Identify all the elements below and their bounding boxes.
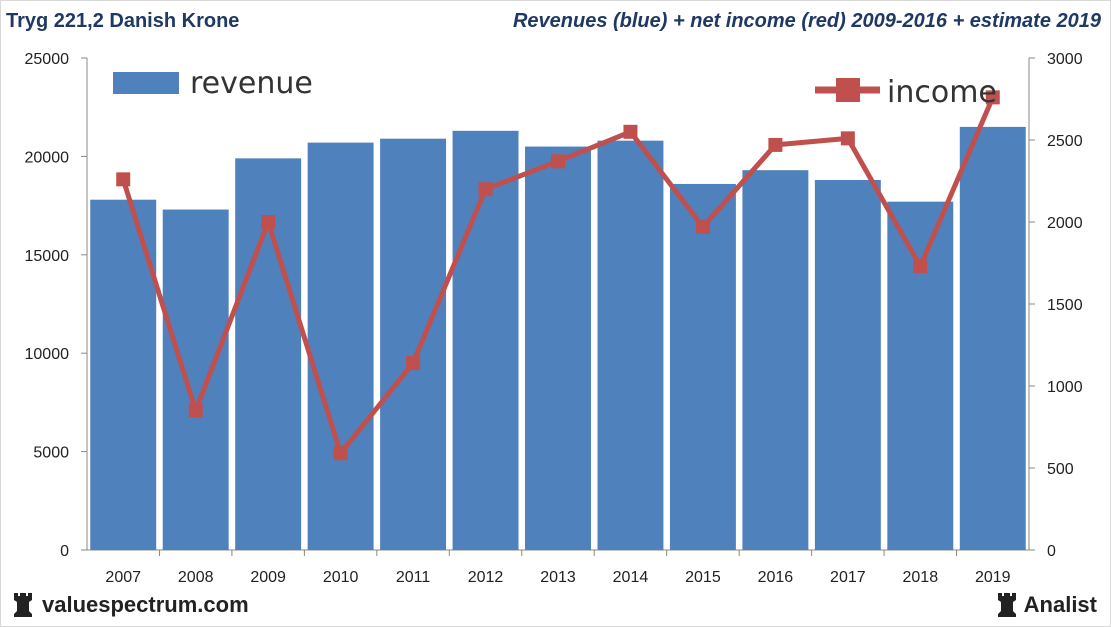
right-tick-label: 1000	[1047, 379, 1083, 396]
x-tick-label: 2017	[830, 569, 866, 586]
bar-revenue-2011	[380, 138, 447, 551]
bar-revenue-2018	[887, 201, 954, 550]
income-point-2015	[695, 219, 710, 234]
right-tick-label: 2000	[1047, 215, 1083, 232]
bar-revenue-2015	[669, 183, 736, 550]
legend-revenue-swatch	[113, 72, 179, 94]
x-tick-label: 2008	[178, 569, 214, 586]
income-point-2018	[913, 259, 928, 274]
left-tick-label: 0	[60, 543, 69, 560]
right-tick-label: 0	[1047, 543, 1056, 560]
left-tick-label: 5000	[33, 445, 69, 462]
footer-left-text: valuespectrum.com	[42, 592, 249, 617]
legend-income-marker	[836, 78, 860, 102]
bar-revenue-2007	[90, 199, 157, 551]
bar-revenue-2010	[307, 142, 374, 550]
legend: revenue income	[113, 66, 997, 110]
x-tick-label: 2014	[613, 569, 649, 586]
left-tick-label: 10000	[25, 346, 70, 363]
income-point-2011	[406, 356, 421, 371]
bar-revenue-2016	[742, 170, 809, 550]
income-point-2016	[768, 137, 783, 152]
legend-income-label: income	[887, 75, 997, 110]
right-tick-label: 500	[1047, 461, 1074, 478]
chart-title-left: Tryg 221,2 Danish Krone	[6, 10, 240, 32]
right-tick-label: 3000	[1047, 51, 1083, 68]
income-point-2009	[261, 215, 276, 229]
right-tick-label: 2500	[1047, 133, 1083, 150]
revenue-bars	[90, 126, 1026, 551]
bar-revenue-2013	[525, 146, 591, 550]
left-tick-label: 15000	[25, 248, 70, 265]
footer-right-text: Analist	[1023, 592, 1097, 617]
income-point-2010	[333, 446, 348, 461]
x-tick-label: 2009	[250, 569, 286, 586]
rook-icon	[14, 593, 32, 617]
income-point-2014	[623, 124, 638, 139]
income-point-2008	[188, 403, 203, 418]
footer-left-brand: valuespectrum.com	[12, 592, 249, 618]
income-line	[116, 90, 1000, 461]
x-tick-label: 2007	[105, 569, 141, 586]
x-tick-label: 2010	[323, 569, 359, 586]
bar-revenue-2017	[814, 180, 881, 551]
x-tick-label: 2016	[758, 569, 794, 586]
left-tick-label: 25000	[25, 51, 70, 68]
x-tick-label: 2011	[396, 569, 431, 586]
x-tick-label: 2015	[685, 569, 721, 586]
x-tick-label: 2018	[903, 569, 939, 586]
income-point-2007	[116, 172, 131, 187]
x-tick-label: 2013	[540, 569, 576, 586]
x-tick-label: 2012	[468, 569, 504, 586]
income-point-2012	[478, 182, 493, 197]
income-point-2019	[985, 90, 1000, 105]
footer-right-brand: Analist	[996, 592, 1097, 618]
x-tick-label: 2019	[975, 569, 1011, 586]
income-point-2013	[551, 154, 565, 169]
chart-title-right: Revenues (blue) + net income (red) 2009-…	[512, 10, 1101, 32]
bar-revenue-2008	[162, 209, 229, 550]
bar-revenue-2019	[959, 126, 1026, 550]
axes: 0 5000 10000 15000 20000 25000 0 500 1000 1500 200…	[25, 51, 1083, 586]
bar-revenue-2012	[452, 130, 519, 551]
right-tick-label: 1500	[1047, 297, 1083, 314]
rook-icon	[997, 593, 1016, 617]
legend-revenue-label: revenue	[190, 66, 313, 101]
bar-revenue-2014	[597, 140, 664, 550]
left-tick-label: 20000	[25, 149, 70, 166]
income-point-2017	[840, 131, 855, 146]
